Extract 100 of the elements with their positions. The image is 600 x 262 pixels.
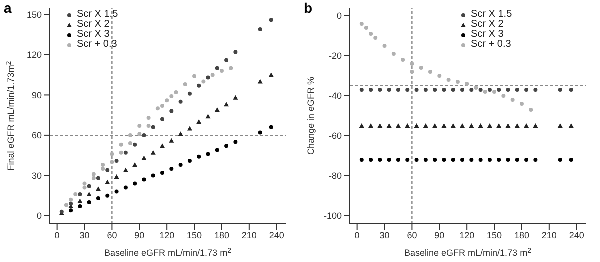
legend-label: Scr + 0.3 <box>471 39 512 50</box>
point <box>378 124 383 128</box>
point <box>150 150 156 155</box>
point <box>396 124 401 128</box>
point <box>138 124 142 128</box>
point <box>119 150 124 155</box>
point <box>506 158 510 162</box>
point <box>414 88 419 92</box>
point <box>96 186 101 192</box>
point <box>202 80 206 84</box>
point <box>128 142 132 146</box>
point <box>69 202 74 206</box>
x-tick-label: 30 <box>80 230 90 240</box>
point <box>170 94 174 99</box>
point <box>378 88 382 92</box>
point <box>506 88 510 92</box>
point <box>524 124 530 128</box>
y-tick-label: -80 <box>328 171 342 182</box>
point <box>258 79 263 84</box>
point <box>478 88 483 92</box>
point <box>533 124 538 128</box>
point <box>396 88 400 92</box>
point <box>451 158 456 162</box>
point <box>214 107 220 112</box>
point <box>69 208 74 213</box>
point <box>114 190 119 194</box>
point <box>78 204 82 209</box>
point <box>69 198 74 202</box>
point <box>442 158 446 162</box>
x-tick-label: 0 <box>354 230 360 240</box>
point <box>387 88 392 92</box>
point <box>74 192 78 196</box>
point <box>360 22 364 26</box>
point <box>206 152 210 156</box>
point <box>438 74 442 78</box>
point <box>224 144 229 148</box>
point <box>423 124 428 128</box>
point <box>258 27 262 32</box>
point <box>369 88 374 92</box>
point <box>558 158 562 162</box>
point <box>258 130 262 135</box>
x-tick-label: 60 <box>407 230 418 240</box>
point <box>406 88 410 92</box>
point <box>197 154 202 159</box>
point <box>142 156 147 160</box>
x-axis-title: Baseline eGFR mL/min/1.73 m$^{2}$ <box>104 248 232 258</box>
y-tick-label: 120 <box>26 50 42 60</box>
y-tick-label: -100 <box>324 211 342 222</box>
point <box>364 26 368 30</box>
point <box>369 158 374 162</box>
point <box>183 82 188 86</box>
point <box>206 114 211 119</box>
point <box>496 124 502 128</box>
point <box>174 90 178 95</box>
point <box>165 98 170 103</box>
point <box>160 144 166 148</box>
point <box>110 152 114 156</box>
point <box>497 88 502 92</box>
point <box>414 158 419 162</box>
point <box>224 58 229 62</box>
point <box>114 174 120 180</box>
point <box>406 158 410 162</box>
point <box>192 74 197 78</box>
point <box>215 66 220 70</box>
x-axis-title: Baseline eGFR mL/min/1.73 m$^{2}$ <box>404 248 532 258</box>
point <box>105 180 110 184</box>
x-tick-label: 210 <box>542 230 557 240</box>
point <box>178 162 183 167</box>
point <box>569 88 574 92</box>
point <box>456 80 460 84</box>
point <box>568 124 574 128</box>
point <box>520 102 524 106</box>
point <box>419 66 424 70</box>
point <box>160 171 165 176</box>
point <box>151 125 156 130</box>
point <box>433 158 438 162</box>
point <box>170 166 174 171</box>
legend-label: Scr X 3 <box>77 29 110 40</box>
point <box>233 95 238 100</box>
point <box>132 162 138 167</box>
x-tick-label: 90 <box>134 230 145 240</box>
point <box>146 116 151 120</box>
x-tick-label: 180 <box>514 230 530 240</box>
point <box>460 124 466 128</box>
point <box>487 124 492 128</box>
point <box>450 124 456 128</box>
point <box>151 174 156 178</box>
point <box>405 124 410 128</box>
point <box>210 73 215 78</box>
point <box>96 196 100 201</box>
point <box>160 117 165 122</box>
point <box>386 124 392 128</box>
point <box>138 132 142 136</box>
x-tick-label: 90 <box>434 230 445 240</box>
point <box>92 172 96 176</box>
point <box>515 88 520 92</box>
point <box>374 36 378 40</box>
point <box>428 70 432 74</box>
point <box>123 168 128 172</box>
point <box>502 94 506 98</box>
